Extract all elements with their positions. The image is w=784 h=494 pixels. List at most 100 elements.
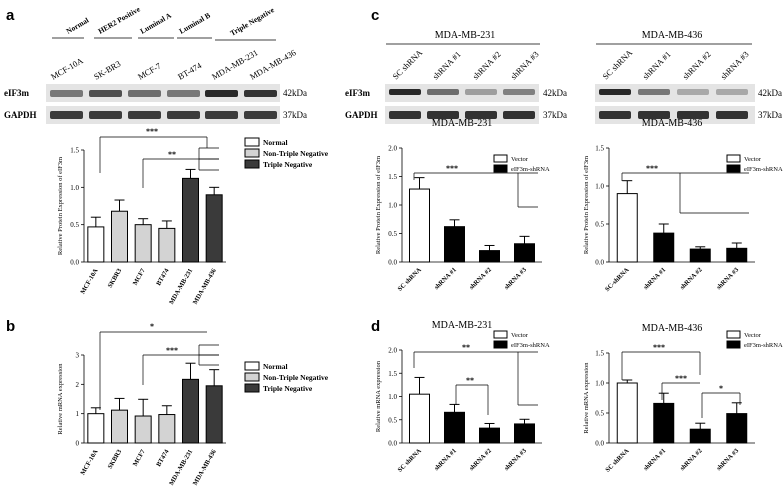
y-tick-label: 0.5 (70, 221, 79, 229)
blot-band (128, 90, 161, 97)
legend-swatch (493, 340, 508, 349)
blot-size-label: 37kDa (283, 110, 307, 120)
x-tick-label: shRNA #1 (642, 266, 667, 291)
bar (182, 378, 199, 444)
x-tick-label: BT474 (155, 267, 171, 287)
x-tick-label: shRNA #2 (468, 447, 493, 472)
chart-title: MDA-MB-436 (642, 118, 703, 129)
blot-band (50, 111, 83, 119)
blot-title: MDA-MB-436 (642, 30, 703, 41)
bar (87, 413, 105, 444)
x-tick-label: MCF-10A (79, 267, 99, 295)
bar (134, 415, 152, 444)
y-tick-label: 0.0 (70, 259, 79, 267)
legend-swatch (493, 330, 508, 339)
blot-title: MDA-MB-231 (435, 30, 496, 41)
legend-label: eIF3m-shRNA (511, 166, 550, 173)
significance-label: ** (466, 376, 474, 385)
x-tick-label: MCF7 (132, 267, 147, 287)
bar (111, 409, 128, 444)
bar (726, 247, 748, 263)
blot-band (427, 111, 459, 119)
significance-label: *** (653, 343, 665, 352)
blot-band (677, 111, 709, 119)
lane-label: SK-BR3 (92, 58, 122, 81)
chart-a-protein: 0.0 0.5 1.0 1.5 Relative Protein Expression … (57, 127, 329, 306)
x-tick-label: shRNA #1 (433, 266, 458, 291)
blot-band (638, 111, 670, 119)
y-tick-label: 1.5 (388, 173, 397, 181)
bar (479, 427, 500, 444)
blot-band (716, 111, 748, 119)
blot-band (389, 111, 421, 119)
x-tick-label: SKBR3 (107, 448, 124, 470)
lane-label: shRNA #1 (430, 49, 462, 81)
legend-swatch (493, 164, 508, 173)
y-axis-label: Relative Protein Expression of eIF3m (375, 156, 382, 254)
y-tick-label: 1.0 (388, 393, 397, 401)
y-tick-label: 0.5 (595, 221, 604, 229)
band-row-gapdh (389, 111, 748, 119)
legend-swatch (726, 330, 741, 339)
lane-label: shRNA #2 (680, 49, 712, 81)
y-tick-label: 0.5 (388, 416, 397, 424)
lane-label: SC shRNA (390, 47, 425, 82)
bar (134, 224, 152, 263)
x-tick-label: shRNA #2 (679, 266, 704, 291)
y-tick-label: 2 (76, 381, 80, 389)
bar (689, 428, 711, 444)
blot-band (244, 90, 277, 97)
significance-label: ** (462, 343, 470, 352)
group-label-her2: HER2 Positive (97, 4, 143, 36)
x-tick-label: MDA-MB-436 (192, 448, 218, 487)
significance-label: *** (675, 374, 687, 383)
x-tick-label: shRNA #1 (433, 447, 458, 472)
significance-label: ** (168, 150, 176, 159)
y-tick-label: 1.0 (595, 183, 604, 191)
blot-size-label: 42kDa (758, 88, 782, 98)
blot-band (205, 111, 238, 119)
x-tick-label: BT474 (155, 448, 171, 468)
blot-band (167, 111, 200, 119)
blot-strip-gapdh (385, 106, 539, 124)
blot-band (167, 90, 200, 97)
legend-label: eIF3m-shRNA (744, 342, 783, 349)
panel-letter-b: b (6, 318, 15, 335)
y-tick-label: 1.5 (70, 147, 79, 155)
blot-row-label-gapdh: GAPDH (4, 110, 37, 120)
bar (205, 385, 223, 444)
blot-band (89, 90, 122, 97)
legend-label: Vector (744, 156, 762, 163)
bar (182, 177, 199, 263)
panel-letter-c: c (371, 7, 379, 24)
blot-band (465, 89, 497, 95)
bar (409, 188, 430, 263)
legend-label: Vector (511, 332, 529, 339)
legend-label: eIF3m-shRNA (744, 166, 783, 173)
legend-label: Normal (263, 138, 288, 147)
significance-label: *** (446, 164, 458, 173)
x-tick-label: MDA-MB-231 (168, 268, 194, 306)
x-tick-label: shRNA #2 (468, 266, 493, 291)
chart-c-231: MDA-MB-231 0.0 0.5 1.0 1.5 2.0 Relative Protei… (375, 118, 550, 293)
legend-swatch (244, 361, 260, 371)
bar (616, 193, 638, 263)
panel-letter-a: a (6, 7, 15, 24)
blot-row-label-eif3m: eIF3m (4, 88, 29, 98)
bar (111, 210, 128, 263)
blot-band (716, 89, 748, 95)
y-axis-label: Relative mRNA expression (375, 360, 382, 432)
blot-row-label-gapdh: GAPDH (345, 110, 378, 120)
x-tick-label: shRNA #3 (503, 266, 528, 291)
legend-label: Normal (263, 362, 288, 371)
blot-size-label: 42kDa (283, 88, 307, 98)
y-tick-label: 1.0 (595, 380, 604, 388)
legend-swatch (244, 383, 260, 393)
x-tick-label: SKBR3 (107, 267, 124, 289)
lane-label: shRNA #3 (508, 49, 540, 81)
x-tick-label: shRNA #3 (715, 266, 740, 291)
significance-label: *** (146, 127, 158, 136)
chart-b-mrna: 0 1 2 3 Relative mRNA expression MCF-10A SKBR3… (57, 322, 329, 487)
blot-band (599, 111, 631, 119)
significance-label: * (150, 322, 154, 331)
